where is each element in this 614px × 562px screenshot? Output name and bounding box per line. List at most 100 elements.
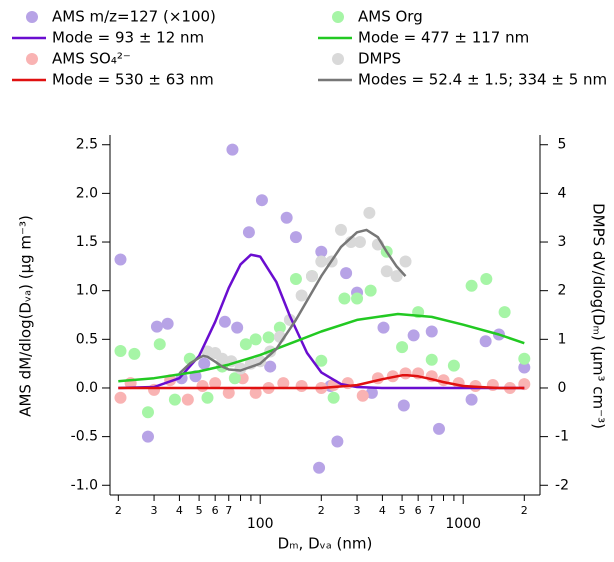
data-point [356,389,369,402]
x-tick-label: 2 [521,504,528,517]
data-point [447,359,460,372]
data-point [479,335,492,348]
y2-tick-label: 1 [558,331,567,347]
legend-label: DMPS [358,50,401,68]
legend-label: AMS Org [358,8,423,26]
data-point [249,333,262,346]
data-point [315,354,328,367]
data-point [234,362,247,375]
x-tick-label: 3 [354,504,361,517]
data-point [218,315,231,328]
data-point [150,320,163,333]
y-tick-label: -1.0 [71,477,98,493]
y-tick-label: 0.5 [76,331,98,347]
y2-tick-label: 3 [558,234,567,250]
data-point [295,289,308,302]
x-tick-label: 1000 [445,516,481,532]
legend-label: Modes = 52.4 ± 1.5; 334 ± 5 nm [358,71,607,89]
data-point [277,377,290,390]
data-point [168,393,181,406]
legend-swatch [332,11,344,23]
data-point [498,306,511,319]
data-point [334,223,347,236]
legend-label: AMS SO₄²⁻ [52,50,131,68]
data-point [231,321,244,334]
data-point [425,353,438,366]
legend-swatch [26,11,38,23]
legend-label: Mode = 477 ± 117 nm [358,29,529,47]
data-point [153,338,166,351]
data-point [262,331,275,344]
y-tick-label: 0.0 [76,380,98,396]
data-point [518,361,531,374]
data-point [327,391,340,404]
y2-tick-label: -1 [555,429,569,445]
legend-label: AMS m/z=127 (×100) [52,8,216,26]
data-point [295,380,308,393]
legend-swatch [332,53,344,65]
data-point [196,380,209,393]
data-point [313,461,326,474]
data-point [255,194,268,207]
x-tick-label: 6 [415,504,422,517]
fit-line [178,228,407,375]
data-point [128,347,141,360]
data-point [161,317,174,330]
x-tick-label: 5 [196,504,203,517]
data-point [486,379,499,392]
legend-swatch [26,53,38,65]
data-point [518,352,531,365]
x-tick-label: 7 [428,504,435,517]
data-point [280,211,293,224]
data-point [209,377,222,390]
data-point [141,406,154,419]
data-point [289,231,302,244]
data-point [399,255,412,268]
data-point [226,143,239,156]
data-point [353,236,366,249]
legend-label: Mode = 530 ± 63 nm [52,71,214,89]
y-tick-label: 1.0 [76,283,98,299]
x-tick-label: 2 [115,504,122,517]
data-point [228,372,241,385]
data-point [480,273,493,285]
data-point [351,292,364,305]
x-tick-label: 4 [176,504,183,517]
x-tick-label: 5 [399,504,406,517]
data-point [239,338,252,351]
data-point [465,279,478,292]
y2-tick-label: 4 [558,185,567,201]
y2-tick-label: 5 [558,137,567,153]
x-tick-label: 3 [151,504,158,517]
legend-label: Mode = 93 ± 12 nm [52,29,204,47]
data-point [216,352,229,365]
data-point [249,386,262,399]
data-point [380,265,393,278]
x-tick-label: 100 [247,516,274,532]
y2-axis-label: DMPS dV/dlog(Dₘ) (µm³ cm⁻³) [590,203,608,429]
y-tick-label: 2.5 [76,137,98,153]
data-point [364,284,377,297]
data-point [340,267,353,280]
data-point [315,255,328,268]
x-tick-label: 6 [212,504,219,517]
data-point [425,325,438,338]
y-tick-label: 1.5 [76,234,98,250]
fit-line [118,374,525,390]
x-tick-label: 7 [225,504,232,517]
data-point [315,245,328,258]
data-point [465,393,478,406]
y-tick-label: -0.5 [71,429,98,445]
data-point [365,386,378,399]
data-point [407,329,420,342]
x-axis-label: Dₘ, Dᵥₐ (nm) [278,535,373,553]
data-point [222,386,235,399]
data-point [242,226,255,239]
y-axis-label: AMS dM/dlog(Dᵥₐ) (µg m⁻³) [17,215,35,417]
y2-tick-label: 2 [558,283,567,299]
data-point [396,341,409,354]
data-point [377,321,390,334]
data-point [141,430,154,443]
data-point [114,253,127,266]
